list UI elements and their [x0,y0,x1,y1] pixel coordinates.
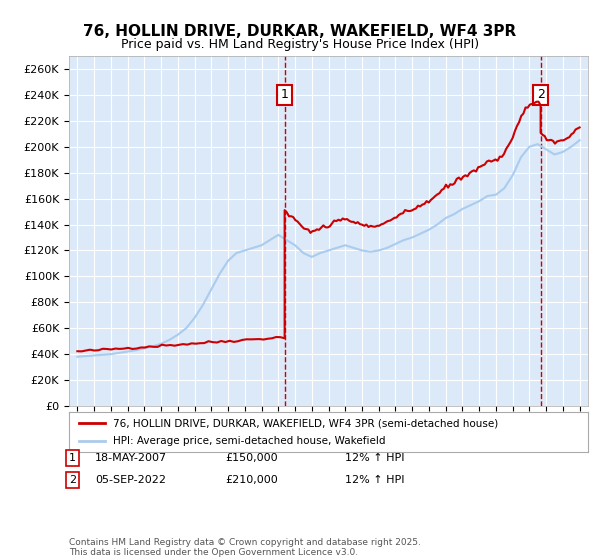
Text: 76, HOLLIN DRIVE, DURKAR, WAKEFIELD, WF4 3PR (semi-detached house): 76, HOLLIN DRIVE, DURKAR, WAKEFIELD, WF4… [113,418,499,428]
Text: £210,000: £210,000 [225,475,278,485]
Text: 2: 2 [536,88,545,101]
Text: Price paid vs. HM Land Registry's House Price Index (HPI): Price paid vs. HM Land Registry's House … [121,38,479,51]
Text: 76, HOLLIN DRIVE, DURKAR, WAKEFIELD, WF4 3PR: 76, HOLLIN DRIVE, DURKAR, WAKEFIELD, WF4… [83,24,517,39]
Text: 1: 1 [281,88,289,101]
Text: 18-MAY-2007: 18-MAY-2007 [95,453,167,463]
Text: HPI: Average price, semi-detached house, Wakefield: HPI: Average price, semi-detached house,… [113,436,386,446]
Text: 12% ↑ HPI: 12% ↑ HPI [345,453,404,463]
Text: 12% ↑ HPI: 12% ↑ HPI [345,475,404,485]
Text: 2: 2 [69,475,76,485]
Text: Contains HM Land Registry data © Crown copyright and database right 2025.
This d: Contains HM Land Registry data © Crown c… [69,538,421,557]
Text: £150,000: £150,000 [225,453,278,463]
Text: 05-SEP-2022: 05-SEP-2022 [95,475,166,485]
Text: 1: 1 [69,453,76,463]
